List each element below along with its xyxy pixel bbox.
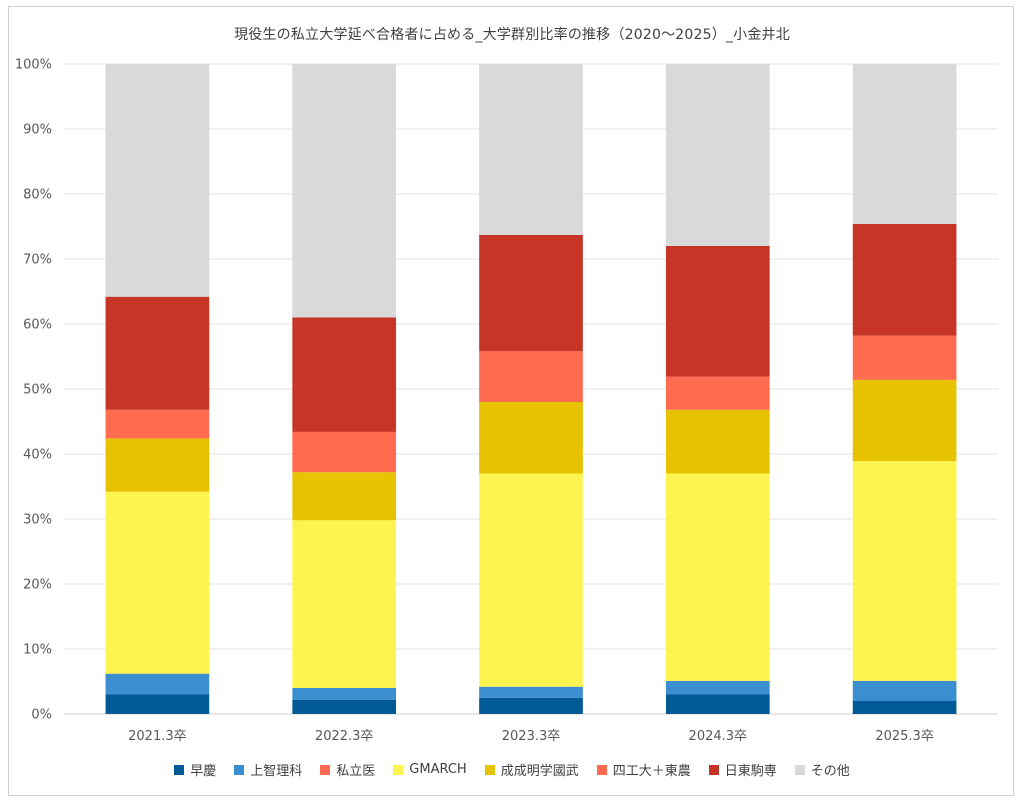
bar-segment (292, 688, 397, 700)
bar-segment (479, 64, 583, 235)
y-axis: 0% 10% 20% 30% 40% 50% 60% 70% 80% 90% 100% (15, 58, 52, 723)
legend-label: GMARCH (409, 762, 467, 777)
bar-segment (479, 234, 583, 352)
y-tick-label: 40% (23, 448, 52, 463)
y-tick-label: 0% (31, 708, 52, 723)
legend-label: 私立医 (336, 764, 376, 779)
legend-item: GMARCH (393, 762, 467, 777)
bar-segment (105, 694, 210, 714)
legend: 早慶 上智理科 私立医 GMARCH 成成明学國武 四工大＋東農 日東駒専 その他 (0, 760, 1024, 779)
x-tick-label: 2023.3卒 (502, 729, 561, 744)
bar-segment (479, 351, 583, 402)
bar-segment (852, 335, 957, 380)
legend-swatch (708, 764, 719, 775)
bar-segment (852, 680, 957, 701)
y-tick-label: 10% (23, 643, 52, 658)
bar-segment (292, 64, 397, 318)
bar-segment (665, 246, 770, 377)
y-tick-label: 100% (15, 58, 52, 73)
legend-swatch (174, 764, 185, 775)
y-tick-label: 80% (23, 188, 52, 203)
bar-segment (292, 431, 397, 473)
bar-segment (292, 472, 397, 521)
chart-title: 現役生の私立大学延べ合格者に占める_大学群別比率の推移（2020～2025）_小… (234, 27, 790, 43)
x-tick-label: 2021.3卒 (128, 729, 187, 744)
stacked-bar-chart: 0% 10% 20% 30% 40% 50% 60% 70% 80% 90% 100% 2021.3… (15, 58, 998, 744)
legend-item: 上智理科 (234, 760, 302, 779)
bar-segment (479, 686, 583, 698)
legend-swatch (794, 764, 805, 775)
legend-item: 成成明学國武 (484, 760, 579, 779)
legend-swatch (320, 764, 331, 775)
bar-segment (479, 697, 583, 714)
legend-label: 早慶 (190, 764, 217, 779)
x-tick-label: 2025.3卒 (875, 729, 934, 744)
legend-label: 上智理科 (250, 764, 303, 779)
legend-label: その他 (810, 764, 850, 779)
y-tick-label: 60% (23, 318, 52, 333)
bar-segment (479, 402, 583, 474)
bars (105, 64, 957, 714)
bar-segment (292, 699, 397, 714)
legend-swatch (234, 764, 245, 775)
bar-segment (105, 491, 210, 674)
legend-label: 日東駒専 (724, 764, 777, 779)
x-tick-label: 2022.3卒 (315, 729, 374, 744)
bar-segment (105, 438, 210, 492)
bar-segment (292, 520, 397, 688)
bar-segment (852, 379, 957, 462)
y-tick-label: 70% (23, 253, 52, 268)
legend-swatch (393, 764, 404, 775)
legend-item: 日東駒専 (708, 760, 777, 779)
bar-segment (105, 296, 210, 410)
bar-segment (852, 223, 957, 336)
legend-item: その他 (794, 760, 850, 779)
bar-segment (105, 64, 210, 297)
bar-segment (105, 409, 210, 439)
bar-segment (852, 701, 957, 714)
legend-label: 四工大＋東農 (612, 764, 691, 779)
bar-segment (852, 461, 957, 681)
x-tick-label: 2024.3卒 (689, 729, 748, 744)
legend-item: 私立医 (320, 760, 375, 779)
legend-swatch (596, 764, 607, 775)
y-tick-label: 50% (23, 383, 52, 398)
bar-segment (665, 680, 770, 695)
y-tick-label: 90% (23, 123, 52, 138)
x-axis: 2021.3卒 2022.3卒 2023.3卒 2024.3卒 2025.3卒 (128, 729, 934, 744)
bar-segment (852, 64, 957, 224)
bar-segment (665, 376, 770, 410)
bar-segment (665, 64, 770, 246)
y-tick-label: 20% (23, 578, 52, 593)
legend-swatch (484, 764, 495, 775)
legend-label: 成成明学國武 (500, 764, 579, 779)
bar-segment (479, 473, 583, 687)
bar-segment (292, 317, 397, 432)
bar-segment (665, 409, 770, 474)
y-tick-label: 30% (23, 513, 52, 528)
bar-segment (665, 694, 770, 714)
bar-segment (105, 673, 210, 695)
legend-item: 四工大＋東農 (596, 760, 691, 779)
legend-item: 早慶 (174, 760, 216, 779)
bar-segment (665, 473, 770, 681)
